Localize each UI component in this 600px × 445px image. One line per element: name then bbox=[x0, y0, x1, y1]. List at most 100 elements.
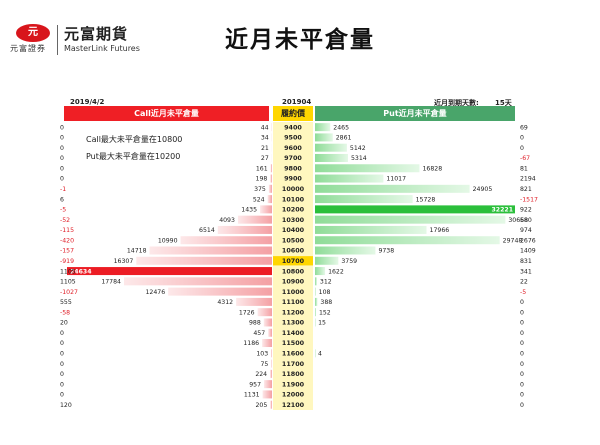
put-value-label: 5314 bbox=[351, 155, 367, 162]
call-change-label: 0 bbox=[60, 145, 64, 152]
call-bar bbox=[236, 297, 272, 306]
strike-label: 10800 bbox=[282, 267, 305, 275]
call-change-label: -1027 bbox=[60, 289, 78, 296]
expiry-label: 近月到期天數: bbox=[434, 99, 479, 107]
call-change-label: 0 bbox=[60, 330, 64, 337]
call-value-label: 21 bbox=[261, 145, 269, 152]
call-bar bbox=[260, 205, 272, 214]
strike-label: 10600 bbox=[282, 247, 305, 255]
put-value-label: 5142 bbox=[350, 145, 366, 152]
put-value-label: 16828 bbox=[422, 165, 442, 172]
call-value-label: 1131 bbox=[244, 392, 260, 399]
strike-label: 11600 bbox=[282, 350, 305, 358]
put-value-label: 29748 bbox=[503, 237, 523, 244]
call-value-label: 198 bbox=[256, 176, 268, 183]
strike-column bbox=[273, 122, 313, 410]
call-change-label: 0 bbox=[60, 392, 64, 399]
put-value-label: 17966 bbox=[430, 227, 450, 234]
put-bar bbox=[315, 349, 316, 358]
put-change-label: 922 bbox=[520, 207, 532, 214]
put-value-label: 15728 bbox=[416, 196, 436, 203]
put-value-label: 24905 bbox=[473, 186, 493, 193]
put-change-label: 2194 bbox=[520, 176, 536, 183]
call-change-label: -52 bbox=[60, 217, 70, 224]
call-bar bbox=[262, 339, 272, 348]
call-bar bbox=[270, 164, 272, 173]
put-bar bbox=[315, 153, 348, 162]
call-bar bbox=[149, 246, 272, 255]
put-value-label: 1622 bbox=[328, 268, 344, 275]
strike-label: 11000 bbox=[282, 288, 305, 296]
put-change-label: 831 bbox=[520, 258, 532, 265]
call-value-label: 4093 bbox=[219, 217, 235, 224]
put-change-label: 0 bbox=[520, 371, 524, 378]
strike-label: 11800 bbox=[282, 370, 305, 378]
put-value-label: 108 bbox=[319, 289, 331, 296]
put-change-label: 69 bbox=[520, 124, 528, 131]
put-bar bbox=[315, 277, 317, 286]
strike-label: 9600 bbox=[284, 144, 302, 152]
put-bar bbox=[315, 143, 347, 152]
strike-label: 9400 bbox=[284, 123, 302, 131]
put-value-label: 4 bbox=[318, 351, 322, 358]
call-value-label: 988 bbox=[249, 320, 261, 327]
call-bar bbox=[136, 256, 272, 265]
put-value-label: 312 bbox=[320, 279, 332, 286]
put-change-label: -1517 bbox=[520, 196, 538, 203]
put-change-label: 580 bbox=[520, 217, 532, 224]
call-bar bbox=[270, 369, 272, 378]
put-change-label: 1409 bbox=[520, 248, 536, 255]
call-change-label: 0 bbox=[60, 351, 64, 358]
call-change-label: -157 bbox=[60, 248, 74, 255]
call-change-label: 0 bbox=[60, 381, 64, 388]
put-bar bbox=[315, 195, 413, 204]
contract-month: 201904 bbox=[282, 98, 312, 106]
put-change-label: -67 bbox=[520, 155, 530, 162]
call-value-label: 1435 bbox=[241, 207, 257, 214]
call-change-label: 20 bbox=[60, 320, 68, 327]
call-change-label: 555 bbox=[60, 299, 72, 306]
call-value-label: 457 bbox=[253, 330, 265, 337]
put-change-label: 0 bbox=[520, 299, 524, 306]
call-change-label: -1 bbox=[60, 186, 66, 193]
call-bar bbox=[270, 400, 272, 409]
put-change-label: 0 bbox=[520, 381, 524, 388]
call-value-label: 4312 bbox=[217, 299, 233, 306]
call-value-label: 44 bbox=[261, 124, 269, 131]
logo-brand-en: MasterLink Futures bbox=[64, 44, 140, 53]
strike-label: 10300 bbox=[282, 216, 305, 224]
call-change-label: 6 bbox=[60, 196, 64, 203]
put-change-label: 22 bbox=[520, 279, 528, 286]
put-change-label: 821 bbox=[520, 186, 532, 193]
put-change-label: 0 bbox=[520, 320, 524, 327]
call-change-label: 1105 bbox=[60, 268, 76, 275]
put-bar bbox=[315, 123, 331, 132]
put-change-label: 0 bbox=[520, 392, 524, 399]
call-change-label: 1105 bbox=[60, 279, 76, 286]
call-change-label: 0 bbox=[60, 176, 64, 183]
call-value-label: 957 bbox=[249, 381, 261, 388]
put-change-label: 2676 bbox=[520, 237, 536, 244]
expiry-value: 15天 bbox=[495, 99, 512, 107]
logo: 元 元富證券 元富期貨 MasterLink Futures bbox=[10, 22, 140, 58]
call-change-label: 0 bbox=[60, 340, 64, 347]
call-change-label: 0 bbox=[60, 371, 64, 378]
put-value-label: 388 bbox=[320, 299, 332, 306]
put-bar bbox=[315, 267, 326, 276]
put-bar bbox=[315, 287, 316, 296]
call-change-label: 0 bbox=[60, 155, 64, 162]
call-change-label: -115 bbox=[60, 227, 74, 234]
strike-header: 履約價 bbox=[273, 106, 313, 121]
put-change-label: 0 bbox=[520, 145, 524, 152]
put-header: Put近月未平倉量 bbox=[315, 106, 515, 121]
call-change-label: 120 bbox=[60, 402, 72, 409]
strike-label: 11900 bbox=[282, 380, 305, 388]
strike-label: 10900 bbox=[282, 278, 305, 286]
logo-divider bbox=[57, 25, 58, 55]
put-value-label: 32221 bbox=[491, 207, 513, 214]
put-bar bbox=[315, 174, 384, 183]
put-change-label: 0 bbox=[520, 135, 524, 142]
call-value-label: 17784 bbox=[101, 279, 121, 286]
put-value-label: 2861 bbox=[336, 135, 352, 142]
call-bar bbox=[268, 184, 272, 193]
